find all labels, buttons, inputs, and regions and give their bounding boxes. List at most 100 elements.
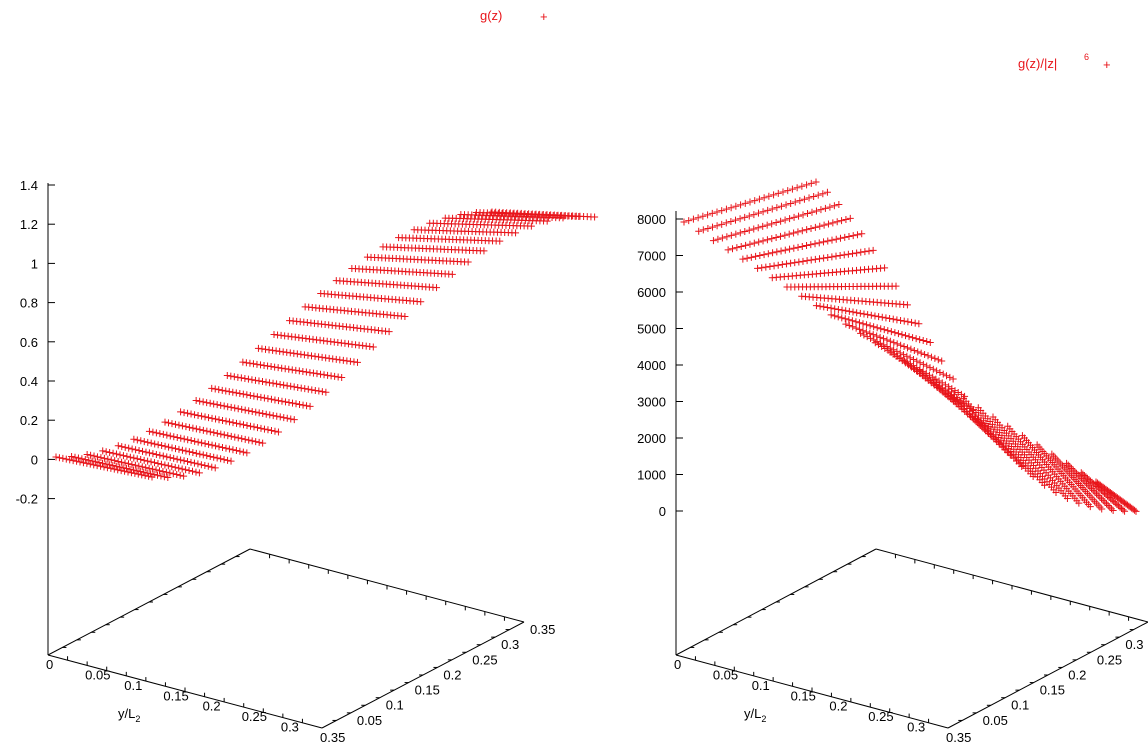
surface-point: [264, 362, 272, 370]
surface-point: [799, 211, 807, 219]
surface-point: [750, 239, 758, 247]
surface-point: [153, 471, 161, 479]
z-tick-label: 0.2: [20, 413, 38, 428]
surface-point: [824, 220, 832, 228]
surface-point: [55, 454, 63, 462]
surface-point: [299, 367, 307, 375]
surface-point: [198, 412, 206, 420]
surface-point: [204, 462, 212, 470]
surface-point: [229, 446, 237, 454]
surface-point: [175, 464, 183, 472]
surface-point: [248, 407, 256, 415]
surface-point: [244, 375, 252, 383]
surface-point: [246, 422, 254, 430]
surface-point: [827, 311, 835, 319]
surface-point: [1086, 503, 1094, 511]
surface-point: [746, 198, 754, 206]
surface-point: [59, 454, 67, 462]
surface-point: [159, 452, 167, 460]
surface-point: [863, 333, 871, 341]
surface-point: [951, 387, 959, 395]
surface-point: [909, 355, 917, 363]
surface-point: [781, 216, 789, 224]
surface-point: [695, 227, 703, 235]
y-tick-label: 0.1: [1011, 698, 1029, 713]
surface-point: [886, 315, 894, 323]
surface-point: [208, 384, 216, 392]
surface-point: [210, 453, 218, 461]
surface-point: [906, 354, 914, 362]
surface-point: [874, 341, 882, 349]
surface-point: [238, 435, 246, 443]
surface-point: [791, 198, 799, 206]
legend-left: g(z) +: [480, 8, 548, 24]
surface-point: [820, 303, 828, 311]
surface-point: [1132, 507, 1140, 515]
surface-point: [144, 438, 152, 446]
surface-point: [227, 432, 235, 440]
surface-point: [217, 455, 225, 463]
surface-point: [923, 338, 931, 346]
surface-point: [180, 409, 188, 417]
surface-point: [245, 407, 253, 415]
surface-point: [169, 470, 177, 478]
surface-point: [234, 405, 242, 413]
surface-point: [223, 372, 231, 380]
surface-point: [296, 400, 304, 408]
surface-point: [939, 370, 947, 378]
surface-point: [224, 456, 232, 464]
surface-point: [281, 398, 289, 406]
surface-point: [907, 345, 915, 353]
surface-point: [208, 463, 216, 471]
x-tick-labels: 0 0.05 0.1 0.15 0.2 0.25 0.3 0.35: [46, 657, 345, 742]
surface-point: [224, 403, 232, 411]
surface-point: [156, 451, 164, 459]
surface-point: [811, 223, 819, 231]
x-tick-label: 0.05: [85, 667, 110, 682]
surface-point: [99, 447, 107, 455]
surface-point: [741, 199, 749, 207]
surface-point: [755, 238, 763, 246]
surface-point: [199, 398, 207, 406]
surface-point: [231, 404, 239, 412]
surface-point: [790, 229, 798, 237]
surface-point: [245, 436, 253, 444]
x-tick-label: 0.1: [752, 678, 770, 693]
surface-point: [90, 452, 98, 460]
surface-point: [106, 448, 114, 456]
surface-point: [257, 424, 265, 432]
surface-point: [763, 221, 771, 229]
surface-point: [52, 453, 60, 461]
surface-point: [159, 430, 167, 438]
surface-point: [840, 251, 848, 259]
surface-point: [689, 215, 697, 223]
surface-point: [158, 442, 166, 450]
surface-point: [191, 437, 199, 445]
surface-point: [212, 442, 220, 450]
legend-right: g(z)/|z| 6 +: [1018, 52, 1111, 72]
surface-point: [218, 443, 226, 451]
surface-point: [766, 262, 774, 270]
surface-point: [97, 454, 105, 462]
surface-point: [267, 427, 275, 435]
surface-point: [787, 199, 795, 207]
surface-point: [249, 360, 257, 368]
surface-point: [1052, 489, 1060, 497]
surface-point: [170, 454, 178, 462]
surface-point: [855, 319, 863, 327]
surface-point: [114, 457, 122, 465]
surface-point: [184, 458, 192, 466]
x-tick-label: 0.25: [242, 709, 267, 724]
surface-point: [149, 450, 157, 458]
surface-point: [262, 378, 270, 386]
surface-point: [317, 370, 325, 378]
x-tick-label: 0.15: [163, 688, 188, 703]
surface-point: [856, 309, 864, 317]
surface-point: [773, 248, 781, 256]
surface-point: [433, 284, 441, 292]
surface-point: [807, 256, 815, 264]
surface-point: [1018, 462, 1026, 470]
surface-point: [243, 421, 251, 429]
surface-point: [929, 365, 937, 373]
